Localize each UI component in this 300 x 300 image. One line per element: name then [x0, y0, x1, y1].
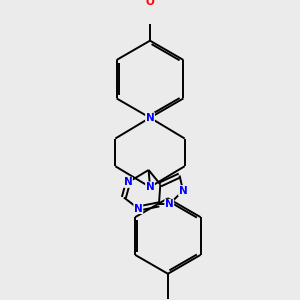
Text: N: N [146, 113, 154, 123]
Text: N: N [165, 200, 174, 209]
Text: N: N [146, 182, 154, 192]
Text: N: N [134, 203, 143, 214]
Text: N: N [178, 186, 188, 196]
Text: N: N [124, 177, 132, 188]
Text: O: O [146, 0, 154, 7]
